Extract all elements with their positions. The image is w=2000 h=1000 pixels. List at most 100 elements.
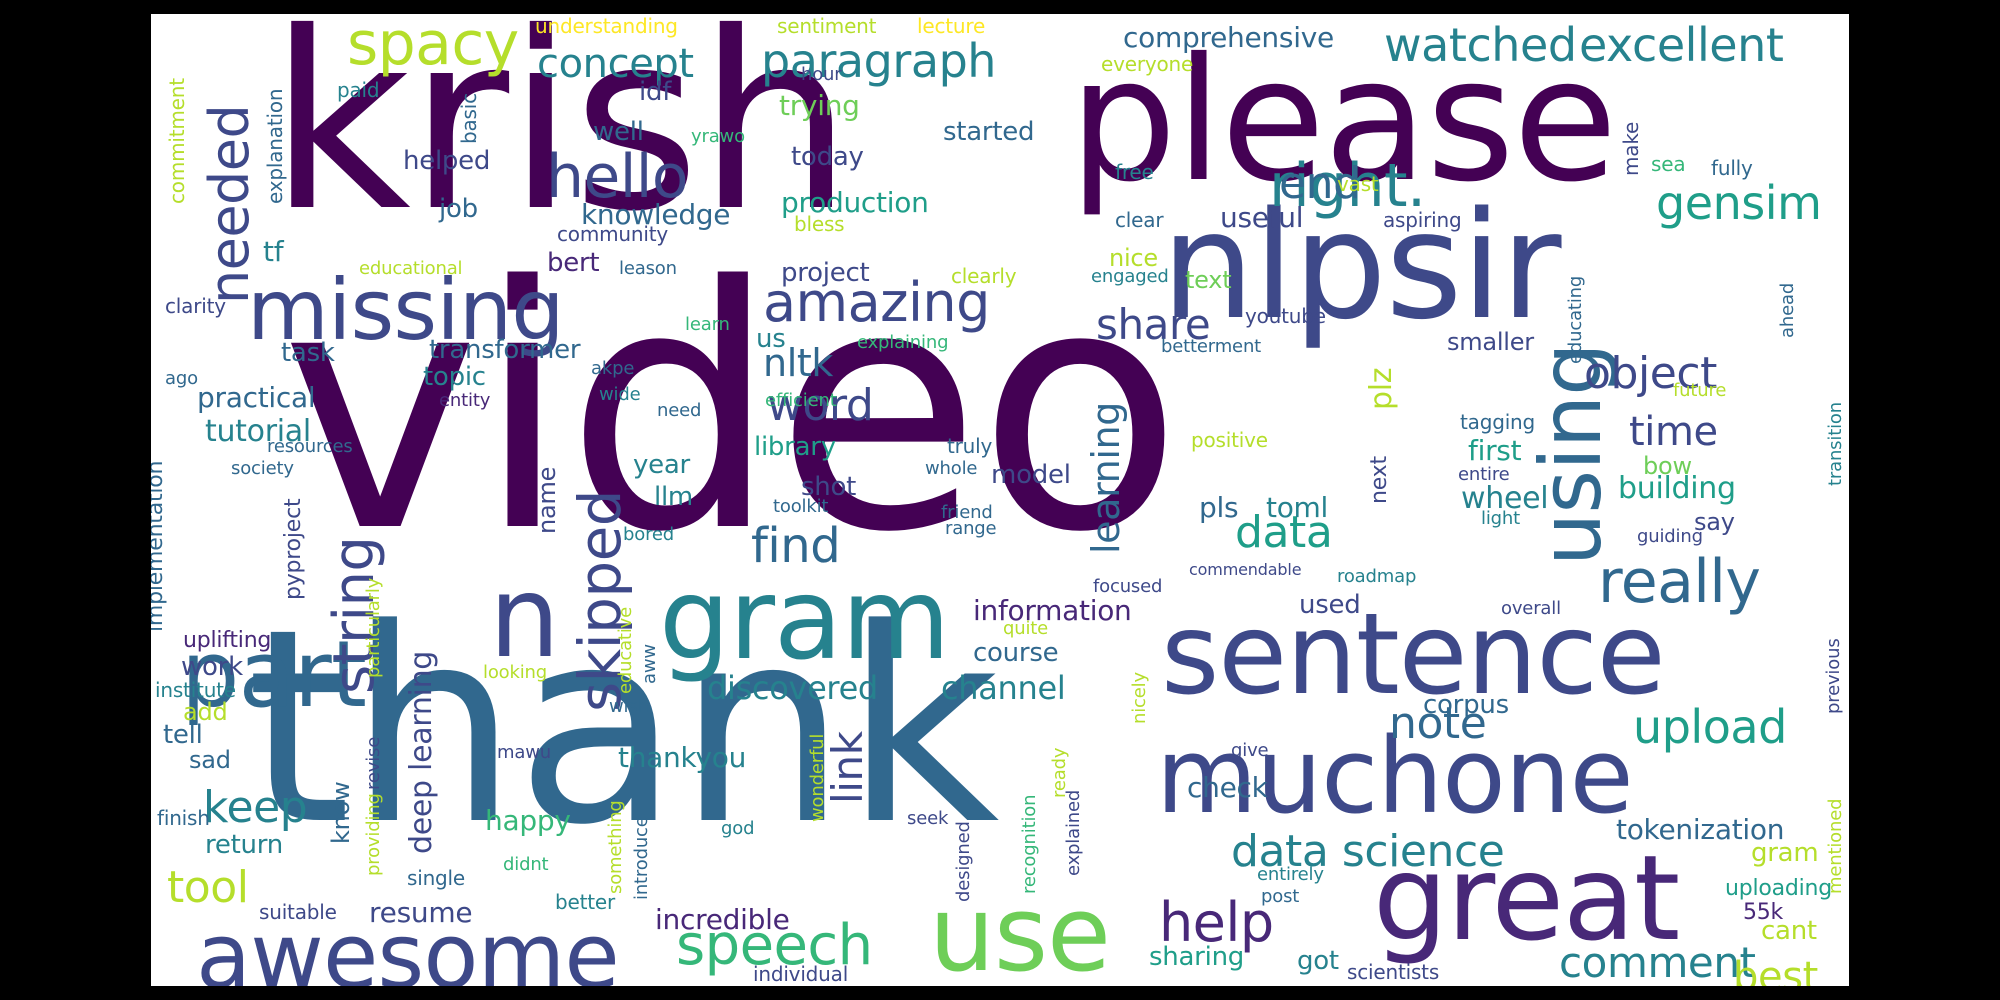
cloud-word-speech: speech xyxy=(676,913,873,978)
cloud-word-nice: nice xyxy=(1109,244,1158,272)
cloud-word-deep-learning: deep learning xyxy=(404,650,439,854)
cloud-word-better: better xyxy=(555,890,616,914)
cloud-word-first: first xyxy=(1468,434,1522,467)
cloud-word-link: link xyxy=(823,731,872,804)
cloud-word-gram-small: gram xyxy=(1751,838,1819,868)
cloud-word-year: year xyxy=(633,450,690,480)
cloud-word-corpus: corpus xyxy=(1423,690,1509,720)
cloud-word-find: find xyxy=(751,518,841,574)
cloud-word-transition: transition xyxy=(1825,402,1846,486)
cloud-word-vast: vast xyxy=(1337,172,1379,196)
cloud-word-fully: fully xyxy=(1711,156,1753,180)
cloud-word-wonderful: wonderful xyxy=(807,733,828,822)
cloud-word-well: well xyxy=(593,117,644,147)
cloud-word-great: great xyxy=(1373,829,1680,967)
cloud-word-positive: positive xyxy=(1191,428,1268,452)
cloud-word-helped: helped xyxy=(403,146,491,176)
cloud-word-leason: leason xyxy=(619,258,677,279)
cloud-word-add: add xyxy=(183,698,228,726)
cloud-word-finish: finish xyxy=(157,806,210,830)
cloud-word-excellent: excellent xyxy=(1579,18,1784,72)
cloud-word-explanation: explanation xyxy=(263,88,287,204)
cloud-word-55k: 55k xyxy=(1743,900,1784,925)
cloud-word-god: god xyxy=(721,818,755,839)
cloud-word-comprehensive: comprehensive xyxy=(1123,21,1334,54)
cloud-word-understanding: understanding xyxy=(535,14,678,38)
cloud-word-overall: overall xyxy=(1501,598,1561,619)
cloud-word-free: free xyxy=(1115,160,1154,184)
cloud-word-tf: tf xyxy=(263,235,284,268)
cloud-word-keep: keep xyxy=(203,782,308,833)
cloud-word-mentioned: mentioned xyxy=(1825,798,1846,894)
cloud-word-task: task xyxy=(281,338,335,368)
cloud-word-betterment: betterment xyxy=(1161,336,1262,357)
cloud-word-learn: learn xyxy=(685,314,730,335)
cloud-word-needed: needed xyxy=(198,104,261,304)
cloud-word-providing: providing xyxy=(363,793,384,876)
cloud-word-watched: watched xyxy=(1384,18,1577,72)
cloud-word-channel: channel xyxy=(941,669,1066,707)
cloud-word-pyproject: pyproject xyxy=(281,498,306,600)
cloud-word-missing: missing xyxy=(247,261,565,359)
cloud-word-previous: previous xyxy=(1823,638,1844,714)
cloud-word-wheel: wheel xyxy=(1461,481,1549,516)
cloud-word-roadmap: roadmap xyxy=(1337,566,1417,587)
cloud-word-plz: plz xyxy=(1364,367,1399,410)
cloud-word-library: library xyxy=(754,432,836,462)
cloud-word-time: time xyxy=(1629,409,1718,455)
cloud-word-happy: happy xyxy=(485,804,571,837)
cloud-word-course: course xyxy=(973,638,1059,668)
cloud-word-mawu: mawu xyxy=(497,742,551,763)
cloud-word-incredible: incredible xyxy=(655,903,790,936)
cloud-word-toml: toml xyxy=(1266,491,1329,524)
cloud-word-future: future xyxy=(1673,380,1727,401)
cloud-word-focused: focused xyxy=(1093,576,1163,597)
cloud-word-say: say xyxy=(1694,508,1735,536)
cloud-word-clear: clear xyxy=(1115,208,1164,232)
cloud-word-aspiring: aspiring xyxy=(1383,208,1462,232)
cloud-word-concept: concept xyxy=(537,41,694,87)
cloud-word-know: know xyxy=(327,781,355,844)
cloud-word-basic: basic xyxy=(457,93,481,144)
cloud-word-sentiment: sentiment xyxy=(777,14,877,38)
cloud-word-used: used xyxy=(1299,590,1361,620)
cloud-word-something: something xyxy=(605,800,626,894)
cloud-word-trying: trying xyxy=(779,89,860,122)
cloud-word-nlpsir: nlpsir xyxy=(1161,180,1562,352)
cloud-word-resume: resume xyxy=(369,896,473,929)
cloud-word-topic: topic xyxy=(423,362,486,392)
cloud-word-thank: thank xyxy=(246,572,1000,884)
cloud-word-data: data xyxy=(1235,507,1333,558)
cloud-word-educational: educational xyxy=(359,258,463,279)
cloud-word-truly: truly xyxy=(947,434,993,458)
cloud-word-hello: hello xyxy=(546,142,689,212)
cloud-word-explained: explained xyxy=(1063,789,1084,876)
cloud-word-return: return xyxy=(205,830,283,860)
cloud-word-need: need xyxy=(657,400,702,421)
cloud-word-light: light xyxy=(1481,508,1520,529)
cloud-word-gensim: gensim xyxy=(1656,176,1822,230)
cloud-word-whole: whole xyxy=(925,458,978,479)
word-cloud: video thank krish please nlpsir gram n s… xyxy=(151,14,1849,986)
cloud-word-range: range xyxy=(945,518,997,539)
cloud-word-akpe: akpe xyxy=(591,358,635,379)
cloud-word-clarity: clarity xyxy=(165,294,226,318)
cloud-word-discovered: discovered xyxy=(707,669,878,707)
cloud-word-single: single xyxy=(407,866,466,890)
cloud-word-spacy: spacy xyxy=(347,14,519,79)
cloud-word-sharing: sharing xyxy=(1149,942,1245,972)
cloud-word-bless: bless xyxy=(794,212,845,236)
cloud-word-educating: educating xyxy=(1565,275,1586,364)
cloud-word-sentence: sentence xyxy=(1161,590,1666,720)
cloud-word-awesome: awesome xyxy=(196,904,620,987)
cloud-word-video: video xyxy=(281,216,1183,606)
cloud-word-started: started xyxy=(943,117,1035,147)
cloud-word-paid: paid xyxy=(337,78,380,102)
cloud-word-efficient: efficient xyxy=(765,390,837,411)
cloud-word-n: n xyxy=(489,553,560,683)
cloud-word-entire: entire xyxy=(1458,464,1510,485)
cloud-word-comment: comment xyxy=(1559,938,1756,986)
cloud-word-ago: ago xyxy=(165,368,198,389)
cloud-word-information: information xyxy=(973,594,1132,627)
cloud-word-work: work xyxy=(181,652,243,682)
